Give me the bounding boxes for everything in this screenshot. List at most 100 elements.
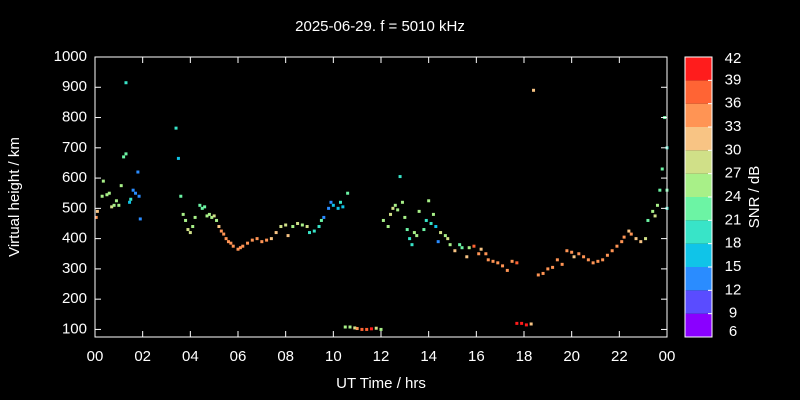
data-point — [198, 203, 202, 207]
data-point — [215, 218, 219, 222]
data-point — [644, 237, 648, 241]
data-point — [284, 223, 288, 227]
data-point — [486, 258, 490, 262]
data-point — [129, 197, 133, 201]
data-point — [119, 184, 123, 188]
colorbar-band — [685, 220, 712, 244]
data-point — [458, 243, 462, 247]
data-point — [95, 209, 99, 213]
colorbar-band — [685, 243, 712, 267]
colorbar-band — [685, 197, 712, 221]
data-point — [417, 209, 421, 213]
data-point — [231, 244, 235, 248]
data-point — [138, 217, 142, 221]
data-point — [443, 234, 447, 238]
y-tick-label: 700 — [62, 139, 87, 156]
x-tick-label: 02 — [134, 348, 151, 365]
colorbar-band — [685, 173, 712, 197]
data-point — [446, 237, 450, 241]
data-point — [360, 327, 364, 331]
data-point — [184, 218, 188, 222]
colorbar-tick-label: 21 — [725, 211, 742, 228]
data-point — [246, 241, 250, 245]
data-point — [308, 231, 311, 235]
data-point — [460, 246, 464, 250]
x-tick-label: 10 — [325, 348, 342, 365]
data-point — [646, 218, 650, 222]
data-point — [137, 194, 141, 198]
data-point — [620, 240, 624, 244]
data-point — [312, 229, 316, 233]
data-point — [181, 212, 185, 216]
data-point — [551, 265, 555, 269]
data-point — [479, 247, 483, 251]
data-point — [610, 249, 614, 253]
data-point — [572, 255, 576, 259]
data-point — [128, 200, 132, 204]
data-point — [219, 229, 223, 233]
data-point — [408, 237, 412, 241]
data-point — [405, 228, 409, 232]
y-tick-label: 900 — [62, 78, 87, 95]
data-point — [424, 218, 428, 222]
data-point — [536, 273, 540, 277]
data-point — [477, 252, 481, 256]
data-point — [265, 238, 269, 242]
colorbar-tick-label: 36 — [725, 95, 742, 112]
data-point — [532, 88, 536, 92]
data-point — [212, 214, 216, 218]
data-point — [131, 188, 135, 192]
data-point — [605, 253, 609, 257]
x-axis-label: UT Time / hrs — [336, 375, 426, 392]
data-point — [541, 271, 545, 275]
data-point — [238, 246, 242, 250]
data-point — [639, 240, 643, 244]
data-point — [396, 208, 400, 212]
colorbar-band — [685, 127, 712, 151]
data-point — [322, 215, 326, 219]
data-point — [436, 240, 440, 244]
data-point — [236, 247, 240, 251]
data-point — [101, 179, 105, 183]
data-point — [529, 322, 533, 326]
colorbar-tick-label: 39 — [725, 71, 742, 88]
data-point — [520, 321, 524, 325]
data-point — [491, 259, 495, 263]
colorbar-tick-label: 6 — [729, 323, 737, 340]
data-point — [412, 231, 416, 235]
colorbar-label: SNR / dB — [746, 166, 763, 229]
data-point — [472, 244, 476, 248]
colorbar-tick-label: 15 — [725, 258, 742, 275]
data-point — [124, 152, 128, 156]
data-point — [114, 199, 118, 203]
data-point — [601, 258, 605, 262]
data-point — [429, 221, 433, 225]
data-point — [122, 155, 126, 159]
data-point — [203, 205, 207, 209]
data-point — [393, 203, 397, 207]
data-point — [577, 252, 581, 256]
colorbar-tick-label: 24 — [725, 188, 742, 205]
data-point — [193, 215, 197, 219]
x-tick-label: 18 — [516, 348, 533, 365]
data-point — [386, 225, 390, 229]
data-point — [410, 243, 414, 247]
data-point — [496, 261, 500, 265]
data-point — [274, 231, 278, 235]
y-tick-label: 600 — [62, 169, 87, 186]
data-point — [124, 81, 128, 85]
data-point — [379, 327, 383, 331]
data-point — [622, 235, 626, 239]
data-point — [341, 205, 345, 209]
data-point — [343, 325, 347, 329]
data-point — [415, 234, 419, 238]
data-point — [422, 228, 426, 232]
data-point — [634, 237, 638, 241]
colorbar-band — [685, 57, 712, 81]
colorbar-tick-label: 12 — [725, 281, 742, 298]
data-point — [188, 231, 192, 235]
data-point — [403, 215, 407, 219]
data-point — [260, 240, 264, 244]
data-point — [510, 259, 514, 263]
